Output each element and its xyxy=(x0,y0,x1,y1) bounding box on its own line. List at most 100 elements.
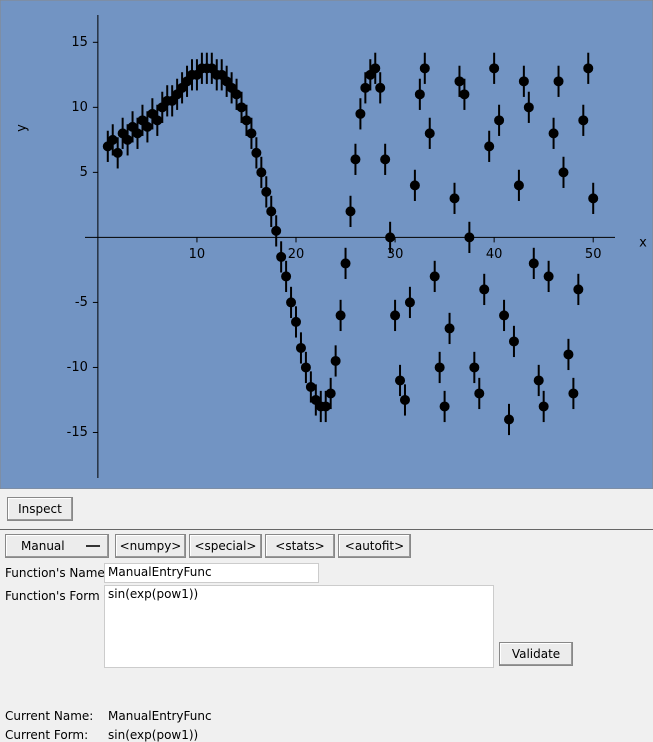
name-input[interactable]: ManualEntryFunc xyxy=(104,563,319,583)
form-label: Function's Form xyxy=(5,589,100,603)
validate-button[interactable]: Validate xyxy=(499,642,573,666)
current-form-label: Current Form: xyxy=(5,728,89,742)
data-point xyxy=(261,186,272,197)
data-point xyxy=(320,401,331,412)
data-point xyxy=(325,388,336,399)
data-point xyxy=(508,336,519,347)
data-point xyxy=(281,271,292,282)
data-point xyxy=(266,206,277,217)
data-point xyxy=(241,115,252,126)
data-point xyxy=(504,414,514,425)
data-point xyxy=(409,180,420,191)
x-tick-label: 10 xyxy=(189,247,206,262)
y-tick-label: 5 xyxy=(80,165,88,180)
data-point xyxy=(553,76,564,87)
y-tick-label: -5 xyxy=(75,295,88,310)
current-name-label: Current Name: xyxy=(5,709,94,723)
current-form: sin(exp(pow1)) xyxy=(108,728,199,742)
data-point xyxy=(588,193,599,204)
data-point xyxy=(499,310,510,321)
data-point xyxy=(345,206,356,217)
data-point xyxy=(414,89,425,100)
data-point xyxy=(474,388,485,399)
autofit-button[interactable]: <autofit> xyxy=(338,534,411,558)
data-point xyxy=(563,349,574,360)
numpy-button[interactable]: <numpy> xyxy=(115,534,186,558)
data-point xyxy=(375,82,386,93)
data-point xyxy=(330,355,341,366)
data-point xyxy=(538,401,549,412)
y-tick-label: 10 xyxy=(71,100,88,115)
data-point xyxy=(578,115,589,126)
data-point xyxy=(335,310,346,321)
data-point xyxy=(370,63,381,74)
x-tick-label: 40 xyxy=(486,247,503,262)
data-point xyxy=(390,310,401,321)
data-point xyxy=(523,102,534,113)
data-point xyxy=(236,102,247,113)
data-point xyxy=(385,232,396,243)
inspect-button[interactable]: Inspect xyxy=(7,497,73,521)
data-point xyxy=(271,225,282,236)
data-point xyxy=(399,394,410,405)
data-point xyxy=(459,89,470,100)
data-point xyxy=(340,258,351,269)
data-point xyxy=(350,154,361,165)
name-label: Function's Name xyxy=(5,566,105,580)
data-point xyxy=(251,147,262,158)
data-point xyxy=(424,128,435,139)
data-point xyxy=(355,108,366,119)
data-point xyxy=(276,251,287,262)
data-point xyxy=(305,381,316,392)
data-point xyxy=(152,115,163,126)
data-point xyxy=(429,271,440,282)
data-point xyxy=(528,258,539,269)
y-tick-label: -10 xyxy=(67,360,88,375)
x-tick-label: 20 xyxy=(288,247,305,262)
data-point xyxy=(132,128,143,139)
data-point xyxy=(518,76,529,87)
data-point xyxy=(543,271,554,282)
y-tick-label: -15 xyxy=(67,425,88,440)
data-point xyxy=(489,63,500,74)
x-tick-label: 50 xyxy=(585,247,602,262)
dropdown-indicator xyxy=(86,545,100,547)
form-input[interactable]: sin(exp(pow1)) xyxy=(104,585,494,668)
data-point xyxy=(112,147,123,158)
data-point xyxy=(300,362,311,373)
data-point xyxy=(142,121,153,132)
data-point xyxy=(568,388,579,399)
data-point xyxy=(231,89,242,100)
y-axis-label: y xyxy=(15,124,30,132)
data-point xyxy=(256,167,267,178)
data-point xyxy=(533,375,544,386)
data-point xyxy=(464,232,475,243)
special-button[interactable]: <special> xyxy=(189,534,262,558)
data-point xyxy=(434,362,445,373)
data-point xyxy=(107,134,118,145)
data-point xyxy=(583,63,594,74)
data-point xyxy=(469,362,480,373)
x-axis-label: x xyxy=(639,236,647,251)
separator xyxy=(0,529,653,530)
data-point xyxy=(573,284,584,295)
stats-button[interactable]: <stats> xyxy=(265,534,335,558)
data-point xyxy=(449,193,460,204)
data-point xyxy=(246,128,257,139)
data-point xyxy=(360,82,371,93)
data-point xyxy=(444,323,455,334)
data-point xyxy=(286,297,297,308)
data-point xyxy=(419,63,430,74)
data-point xyxy=(395,375,406,386)
data-point xyxy=(291,316,302,327)
current-name: ManualEntryFunc xyxy=(108,709,212,723)
data-point xyxy=(548,128,559,139)
y-tick-label: 15 xyxy=(71,35,88,50)
data-point xyxy=(479,284,490,295)
data-point xyxy=(122,134,133,145)
data-point xyxy=(494,115,505,126)
data-point xyxy=(380,154,391,165)
data-point xyxy=(513,180,524,191)
data-point xyxy=(439,401,450,412)
